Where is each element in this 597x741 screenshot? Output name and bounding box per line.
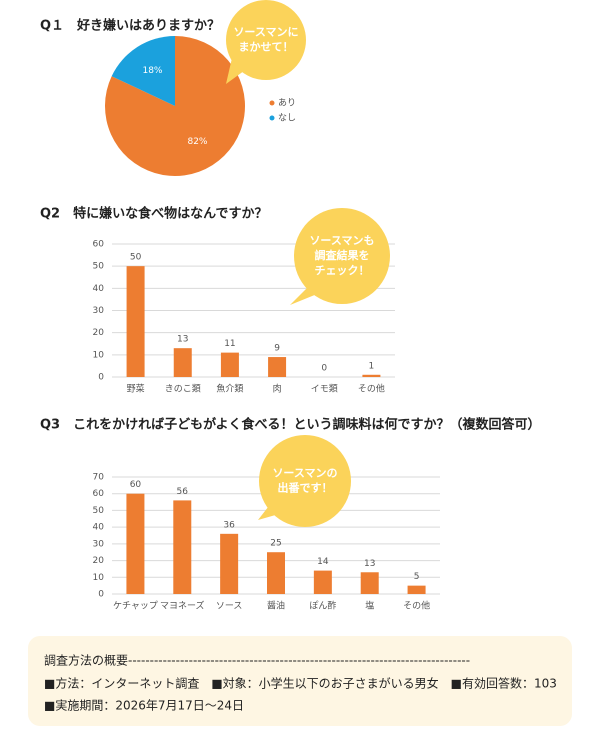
y-tick-label: 30 bbox=[93, 539, 105, 549]
pie-slice bbox=[105, 36, 245, 177]
x-tick-label: ケチャップ bbox=[113, 601, 158, 612]
bubble-text: 出番です！ bbox=[278, 481, 333, 495]
slice-label: 18% bbox=[142, 66, 162, 76]
chart-title: Q2 特に嫌いな食べ物はなんですか？ bbox=[40, 206, 267, 222]
x-tick-label: 魚介類 bbox=[216, 383, 243, 395]
bubble bbox=[259, 435, 351, 527]
x-tick-label: マヨネーズ bbox=[160, 600, 205, 612]
bubble-text: ソースマンも bbox=[309, 234, 374, 247]
bar bbox=[360, 572, 379, 594]
pie-slice bbox=[111, 36, 175, 106]
survey-title: 調査方法の概要---------------------------------… bbox=[44, 653, 470, 668]
bubble-text: チェック！ bbox=[315, 264, 370, 277]
x-tick-label: その他 bbox=[403, 600, 430, 612]
chart-title: Q3 これをかければ子どもがよく食べる！という調味料は何ですか？（複数回答可） bbox=[40, 417, 540, 433]
bar bbox=[220, 533, 239, 594]
bubble-text: ソースマンの bbox=[272, 467, 337, 480]
y-tick-label: 0 bbox=[98, 590, 104, 600]
legend-label: なし bbox=[278, 113, 296, 124]
bar bbox=[173, 348, 192, 377]
y-tick-label: 50 bbox=[93, 506, 105, 516]
bubble-text: まかせて！ bbox=[239, 41, 294, 54]
y-tick-label: 40 bbox=[93, 284, 105, 294]
data-label: 9 bbox=[274, 344, 280, 354]
x-tick-label: 肉 bbox=[273, 383, 282, 395]
data-label: 1 bbox=[369, 361, 375, 371]
y-tick-label: 60 bbox=[93, 240, 105, 250]
survey-line: ■実施期間：2026年7月17日～24日 bbox=[44, 698, 244, 713]
x-tick-label: 醤油 bbox=[267, 600, 285, 612]
data-label: 13 bbox=[177, 335, 188, 345]
data-label: 36 bbox=[223, 520, 235, 530]
y-tick-label: 40 bbox=[93, 523, 105, 533]
y-tick-label: 50 bbox=[93, 262, 105, 272]
y-tick-label: 20 bbox=[93, 328, 105, 338]
y-tick-label: 20 bbox=[93, 556, 105, 566]
bar bbox=[126, 266, 145, 377]
data-label: 25 bbox=[270, 539, 281, 549]
y-tick-label: 60 bbox=[93, 489, 105, 499]
bubble bbox=[294, 208, 390, 304]
legend-label: あり bbox=[278, 98, 296, 109]
y-tick-label: 70 bbox=[93, 473, 105, 483]
bar bbox=[126, 493, 145, 594]
x-tick-label: 塩 bbox=[365, 600, 374, 612]
survey-line: ■方法：インターネット調査 ■対象：小学生以下のお子さまがいる男女 ■有効回答数… bbox=[44, 676, 557, 691]
bubble-text: ソースマンに bbox=[233, 26, 298, 39]
bubble-tail bbox=[226, 58, 248, 84]
data-label: 11 bbox=[224, 339, 235, 349]
bubble bbox=[226, 0, 306, 80]
y-tick-label: 10 bbox=[93, 350, 105, 360]
slice-label: 82% bbox=[187, 137, 207, 147]
y-tick-label: 30 bbox=[93, 306, 105, 316]
chart-title: Q１ 好き嫌いはありますか？ bbox=[40, 18, 220, 34]
bar bbox=[362, 374, 381, 377]
bar bbox=[267, 552, 285, 594]
x-tick-label: ぽん酢 bbox=[309, 600, 336, 612]
x-tick-label: きのこ類 bbox=[165, 384, 201, 395]
legend-swatch bbox=[269, 100, 275, 106]
data-label: 56 bbox=[177, 487, 189, 497]
data-label: 13 bbox=[364, 559, 375, 569]
x-tick-label: ソース bbox=[216, 602, 243, 612]
data-label: 14 bbox=[317, 557, 329, 567]
x-tick-label: その他 bbox=[358, 383, 385, 395]
bar bbox=[220, 352, 239, 377]
legend-swatch bbox=[269, 115, 275, 121]
data-label: 50 bbox=[130, 253, 142, 263]
y-tick-label: 0 bbox=[98, 373, 104, 383]
bubble-text: 調査結果を bbox=[315, 248, 370, 262]
bar bbox=[313, 570, 332, 594]
x-tick-label: 野菜 bbox=[127, 383, 145, 395]
bar bbox=[268, 357, 287, 377]
data-label: 0 bbox=[321, 364, 327, 374]
data-label: 60 bbox=[130, 480, 142, 490]
survey-box bbox=[28, 636, 572, 726]
bar bbox=[407, 585, 426, 594]
data-label: 5 bbox=[414, 572, 420, 582]
y-tick-label: 10 bbox=[93, 573, 105, 583]
bar bbox=[173, 500, 192, 594]
x-tick-label: イモ類 bbox=[311, 384, 338, 395]
